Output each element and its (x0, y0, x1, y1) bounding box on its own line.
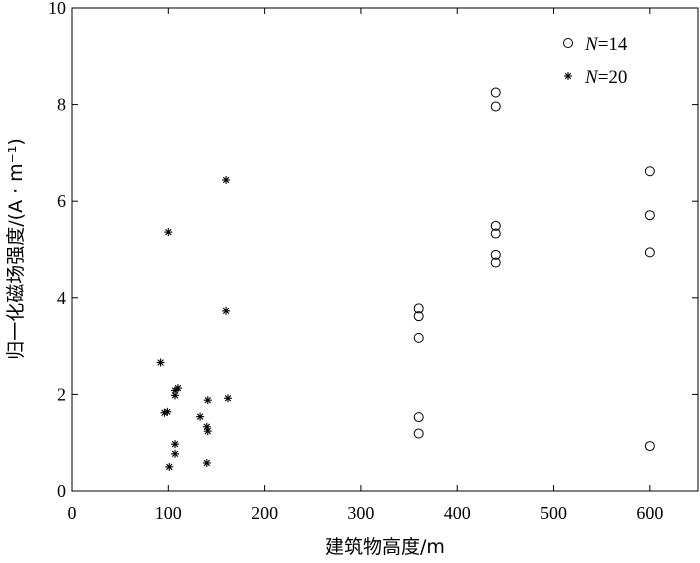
y-tick-label: 6 (57, 191, 66, 211)
data-point (644, 247, 655, 258)
x-tick-label: 500 (540, 503, 567, 523)
data-point (171, 440, 180, 449)
plot-frame (71, 7, 699, 492)
series-n20 (156, 175, 233, 471)
data-point (490, 101, 501, 112)
legend-item-1: N=14 (563, 34, 628, 55)
data-point (490, 257, 501, 268)
y-tick-label: 2 (57, 384, 66, 404)
x-tick-label: 0 (68, 503, 77, 523)
legend-marker (564, 72, 572, 80)
legend-item-2: N=20 (564, 67, 627, 88)
data-point (413, 332, 424, 343)
data-point (203, 427, 212, 436)
legend-label: N=20 (584, 67, 627, 88)
data-point (224, 394, 233, 403)
axis-ticks: 0 100 200 300 400 500 600 0 2 4 6 8 10 (48, 0, 698, 523)
data-point (413, 428, 424, 439)
data-point (644, 166, 655, 177)
data-point (413, 303, 424, 314)
legend: N=14 N=20 (563, 34, 628, 88)
y-axis-label: 归一化磁场强度/(A · m⁻¹) (5, 138, 27, 360)
data-point (164, 228, 173, 237)
data-point (413, 311, 424, 322)
legend-label: N=14 (584, 34, 628, 55)
x-tick-label: 200 (251, 503, 278, 523)
x-axis-label: 建筑物高度/m (325, 536, 445, 558)
y-tick-label: 4 (57, 288, 66, 308)
data-point (173, 384, 182, 393)
x-tick-label: 600 (636, 503, 663, 523)
data-point (165, 462, 174, 471)
y-tick-label: 10 (48, 0, 66, 18)
legend-marker (563, 38, 573, 48)
data-point (644, 441, 655, 452)
data-point (222, 175, 231, 184)
data-point (490, 228, 501, 239)
series-n14 (413, 87, 655, 452)
data-point (156, 358, 165, 367)
data-point (644, 210, 655, 221)
data-point (163, 407, 172, 416)
data-point (490, 87, 501, 98)
data-point (171, 449, 180, 458)
data-point (490, 220, 501, 231)
data-point (196, 412, 205, 421)
x-tick-label: 100 (155, 503, 182, 523)
data-point (202, 458, 211, 467)
data-point (490, 249, 501, 260)
x-tick-label: 400 (444, 503, 471, 523)
data-point (171, 391, 180, 400)
data-points (156, 87, 655, 471)
data-point (222, 306, 231, 315)
data-point (413, 412, 424, 423)
y-tick-label: 0 (57, 481, 66, 501)
y-tick-label: 8 (57, 95, 66, 115)
x-tick-label: 300 (347, 503, 374, 523)
data-point (203, 396, 212, 405)
